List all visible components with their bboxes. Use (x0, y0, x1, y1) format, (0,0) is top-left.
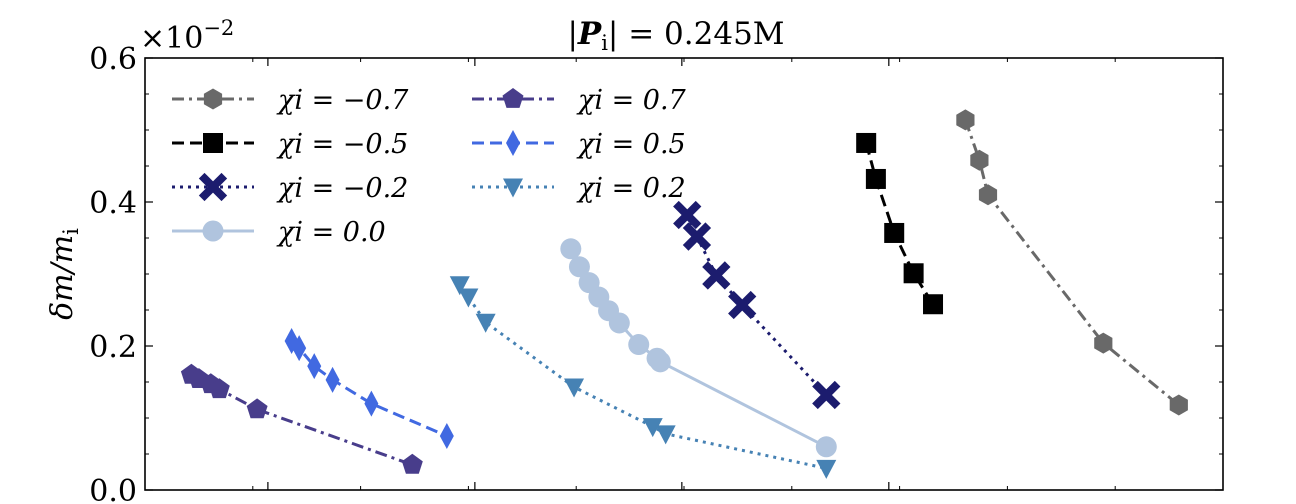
marker-thin-diamond (325, 366, 340, 393)
marker-x-stroke (702, 261, 731, 290)
marker-x (702, 261, 731, 290)
marker-circle (202, 220, 224, 242)
marker-triangle-down (642, 418, 663, 438)
marker-x-stroke (728, 290, 757, 320)
marker-circle (568, 256, 590, 278)
marker-triangle-down (564, 378, 585, 398)
y-tick-label: 0.6 (89, 42, 137, 77)
marker-hexagon (203, 88, 223, 110)
legend-label: χi = −0.7 (276, 85, 409, 116)
marker-square (203, 133, 223, 153)
series-line (458, 283, 827, 470)
marker-triangle-down (458, 288, 479, 308)
marker-hexagon (956, 109, 975, 131)
y-tick-label: 0.0 (89, 474, 137, 504)
marker-hexagon (1169, 394, 1188, 416)
legend-label: χi = −0.2 (276, 173, 408, 204)
marker-hexagon (970, 149, 989, 171)
marker-x (682, 222, 712, 251)
marker-thin-diamond (439, 423, 454, 449)
marker-x-stroke (198, 172, 228, 202)
marker-square (856, 132, 877, 153)
plot-frame (144, 57, 1224, 491)
marker-x-stroke (673, 200, 702, 230)
marker-triangle-down (503, 178, 523, 198)
marker-circle (608, 312, 630, 334)
marker-circle (815, 436, 837, 458)
marker-x (812, 380, 841, 410)
legend-entry-0: χi = −0.7 (172, 85, 409, 116)
marker-pentagon (502, 88, 524, 108)
legend-label: χi = 0.5 (576, 129, 686, 160)
marker-x (673, 200, 702, 230)
legend-entry-4: χi = 0.7 (472, 85, 687, 116)
series-0 (956, 109, 1188, 416)
marker-x-stroke (682, 222, 712, 251)
series-line (963, 119, 1180, 407)
series-line (685, 214, 828, 397)
marker-circle (628, 334, 650, 356)
series-group (180, 109, 1188, 479)
series-5 (284, 327, 454, 449)
series-4 (180, 363, 423, 474)
marker-pentagon (208, 378, 230, 399)
legend: χi = −0.7 χi = −0.5 χi = −0.2 χi = 0.0 χi = … (172, 85, 687, 248)
legend-label: χi = 0.0 (276, 217, 386, 248)
marker-hexagon (978, 184, 998, 206)
marker-triangle-down (475, 313, 496, 333)
marker-square (865, 168, 886, 189)
marker-thin-diamond (307, 353, 322, 380)
series-3 (560, 238, 837, 458)
y-axis-label: δm/mi (45, 228, 83, 320)
marker-square (903, 263, 924, 284)
marker-thin-diamond (292, 335, 307, 362)
marker-pentagon (246, 398, 268, 419)
marker-thin-diamond (364, 390, 379, 417)
legend-entry-1: χi = −0.5 (172, 129, 408, 160)
marker-x (198, 172, 228, 202)
legend-entry-3: χi = 0.0 (172, 217, 386, 248)
legend-label: χi = 0.7 (576, 85, 687, 116)
marker-thin-diamond (506, 130, 520, 156)
marker-square (923, 294, 944, 315)
series-line (569, 248, 827, 449)
legend-label: χi = −0.5 (276, 129, 408, 160)
marker-x (728, 290, 757, 320)
marker-circle (560, 238, 582, 260)
marker-triangle-down (655, 425, 676, 445)
legend-label: χi = 0.2 (576, 173, 686, 204)
y-tick-label: 0.2 (89, 330, 137, 365)
legend-entry-2: χi = −0.2 (172, 172, 408, 204)
series-2 (673, 200, 841, 410)
marker-pentagon (401, 453, 423, 474)
chart-title: |Pi| = 0.245M (567, 16, 784, 55)
legend-entry-6: χi = 0.2 (472, 173, 686, 204)
series-1 (856, 132, 944, 315)
marker-triangle-down (816, 459, 837, 479)
series-6 (449, 276, 837, 479)
marker-x-stroke (812, 380, 841, 410)
axis-ticks: 0.0 0.2 0.4 0.6 (89, 42, 1223, 504)
y-axis-offset-label: ×10−2 (140, 16, 234, 56)
marker-square (884, 222, 905, 243)
legend-entry-5: χi = 0.5 (472, 129, 686, 160)
marker-hexagon (1094, 332, 1113, 354)
marker-triangle-down (449, 276, 470, 296)
y-tick-label: 0.4 (89, 186, 137, 221)
marker-circle (649, 351, 671, 373)
